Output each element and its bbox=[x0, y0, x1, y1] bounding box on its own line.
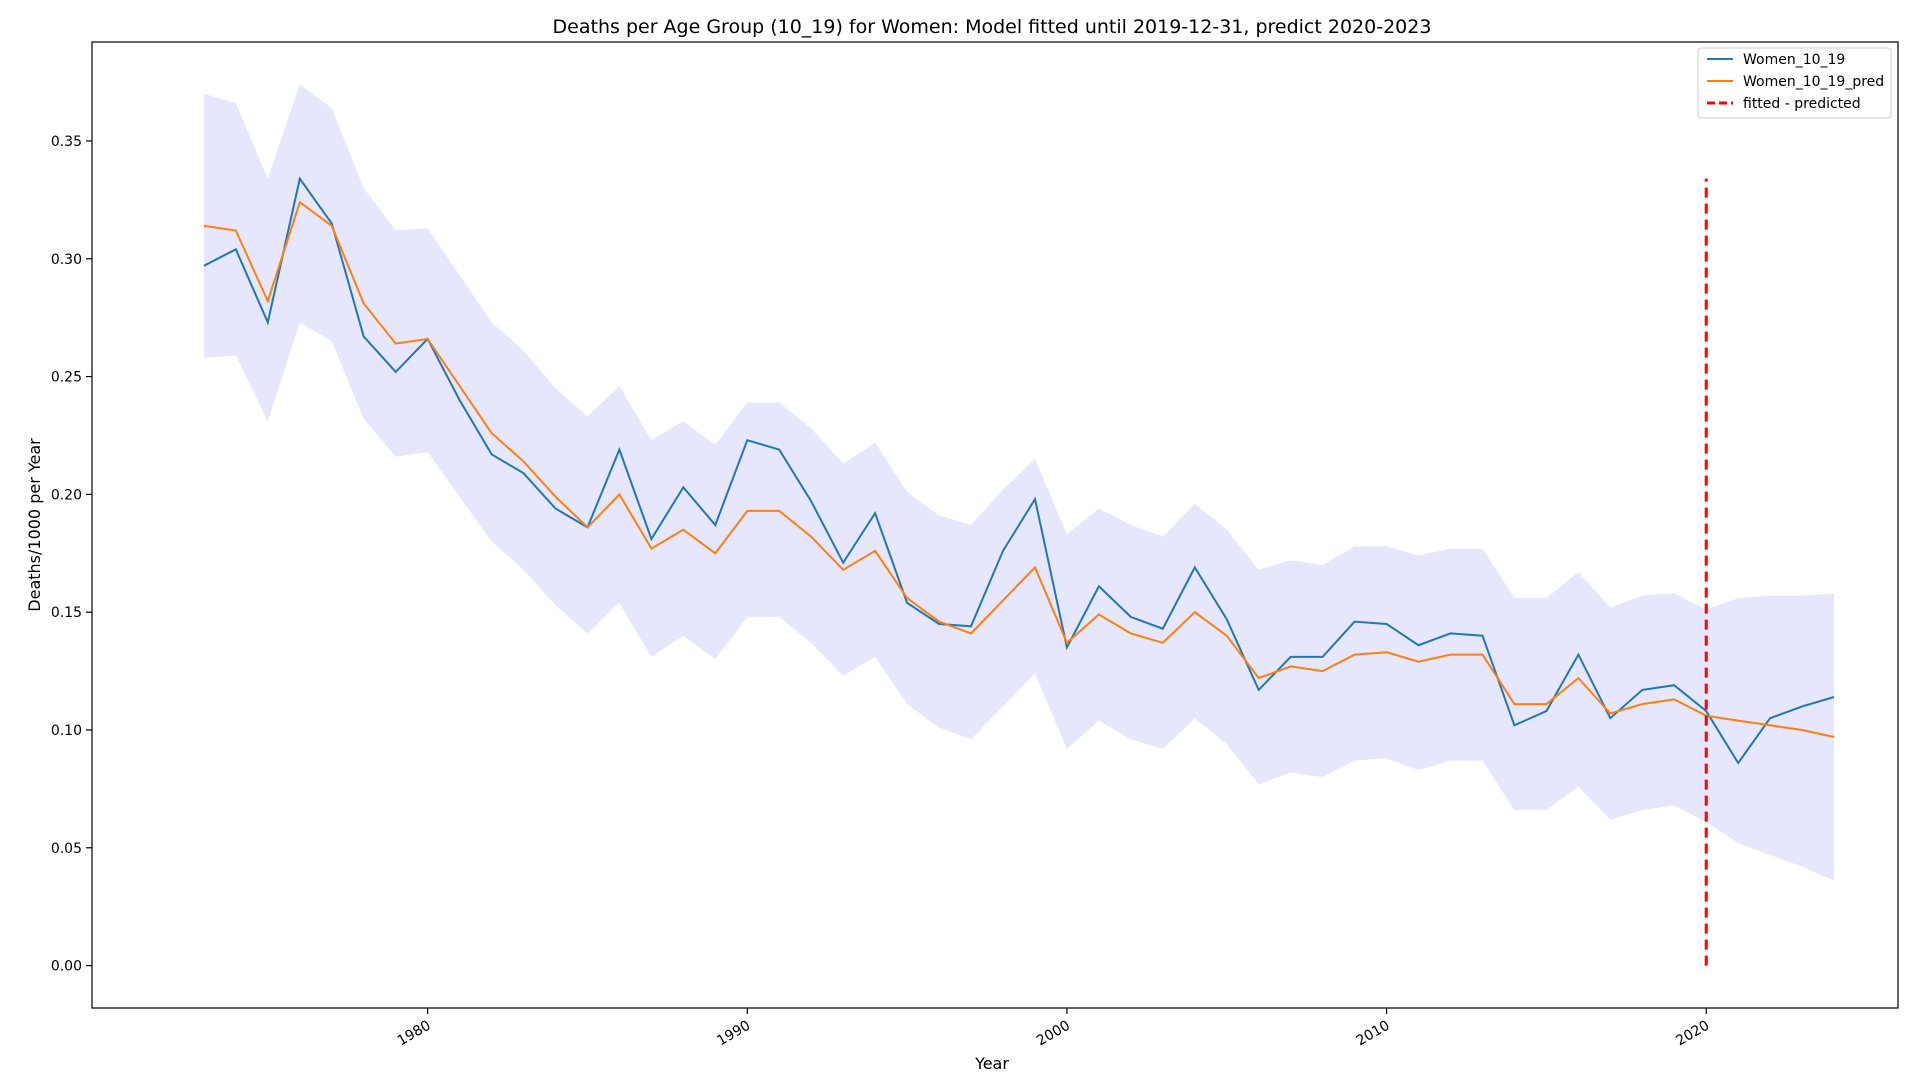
series-line-women-10-19 bbox=[203, 176, 1835, 765]
y-tick-label: 0.35 bbox=[51, 134, 82, 150]
y-tick-label: 0.05 bbox=[51, 841, 82, 857]
y-tick-label: 0.10 bbox=[51, 723, 82, 739]
chart-title: Deaths per Age Group (10_19) for Women: … bbox=[553, 16, 1432, 38]
legend-label-women-10-19: Women_10_19 bbox=[1743, 52, 1845, 68]
plot-area bbox=[203, 84, 1835, 966]
y-tick-label: 0.20 bbox=[51, 487, 82, 503]
y-tick-label: 0.25 bbox=[51, 370, 82, 386]
y-axis-label: Deaths/1000 per Year bbox=[25, 438, 44, 612]
x-tick-label: 2000 bbox=[1034, 1018, 1073, 1050]
confidence-band bbox=[203, 84, 1835, 881]
x-axis: 1980 1990 2000 2010 2020 bbox=[395, 1008, 1712, 1049]
legend-label-women-10-19-pred: Women_10_19_pred bbox=[1743, 74, 1884, 90]
y-tick-label: 0.00 bbox=[51, 959, 82, 975]
plot-frame bbox=[91, 41, 1899, 1009]
x-tick-label: 2010 bbox=[1354, 1018, 1393, 1050]
y-axis: 0.00 0.05 0.10 0.15 0.20 0.25 0.30 0.35 bbox=[51, 134, 92, 975]
y-tick-label: 0.15 bbox=[51, 605, 82, 621]
x-tick-label: 1980 bbox=[395, 1018, 434, 1050]
series-line-women-10-19-pred bbox=[203, 200, 1835, 738]
x-tick-label: 1990 bbox=[714, 1018, 753, 1050]
legend: Women_10_19 Women_10_19_pred fitted - pr… bbox=[1697, 47, 1892, 119]
y-tick-label: 0.30 bbox=[51, 252, 82, 268]
legend-box bbox=[1697, 47, 1892, 119]
legend-label-fitted-predicted: fitted - predicted bbox=[1743, 96, 1861, 112]
x-tick-label: 2020 bbox=[1673, 1018, 1712, 1050]
x-axis-label: Year bbox=[974, 1054, 1009, 1073]
